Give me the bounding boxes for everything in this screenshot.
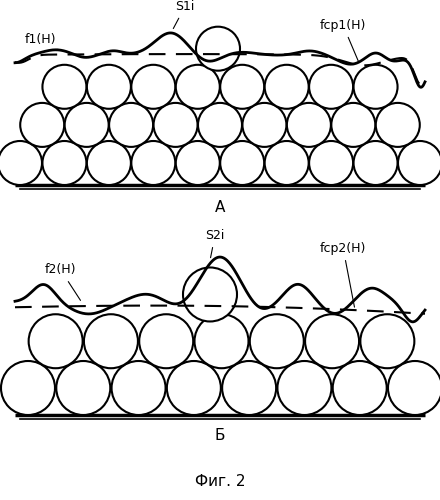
Circle shape (87, 141, 131, 185)
Circle shape (198, 103, 242, 147)
Circle shape (388, 361, 440, 415)
Circle shape (220, 141, 264, 185)
Circle shape (139, 314, 193, 368)
Circle shape (265, 141, 309, 185)
Circle shape (29, 314, 83, 368)
Circle shape (354, 65, 398, 109)
Circle shape (333, 361, 387, 415)
Circle shape (131, 65, 175, 109)
Circle shape (309, 65, 353, 109)
Circle shape (176, 141, 220, 185)
Text: fcp1(H): fcp1(H) (320, 19, 367, 62)
Circle shape (0, 141, 42, 185)
Circle shape (278, 361, 331, 415)
Circle shape (309, 141, 353, 185)
Circle shape (1, 361, 55, 415)
Circle shape (354, 141, 398, 185)
Text: Б: Б (215, 428, 225, 442)
Circle shape (250, 314, 304, 368)
Circle shape (398, 141, 440, 185)
Circle shape (109, 103, 153, 147)
Circle shape (183, 268, 237, 322)
Circle shape (331, 103, 375, 147)
Circle shape (194, 314, 249, 368)
Circle shape (20, 103, 64, 147)
Circle shape (112, 361, 165, 415)
Circle shape (84, 314, 138, 368)
Circle shape (360, 314, 414, 368)
Text: S1i: S1i (173, 0, 194, 28)
Circle shape (167, 361, 221, 415)
Circle shape (287, 103, 331, 147)
Circle shape (56, 361, 110, 415)
Circle shape (222, 361, 276, 415)
Text: S2i: S2i (205, 229, 225, 258)
Circle shape (176, 65, 220, 109)
Circle shape (154, 103, 198, 147)
Text: A: A (215, 200, 225, 214)
Text: fcp2(H): fcp2(H) (320, 242, 367, 307)
Circle shape (305, 314, 359, 368)
Circle shape (42, 141, 86, 185)
Circle shape (376, 103, 420, 147)
Circle shape (242, 103, 286, 147)
Text: f1(H): f1(H) (25, 34, 58, 50)
Circle shape (196, 26, 240, 70)
Circle shape (131, 141, 175, 185)
Circle shape (42, 65, 86, 109)
Circle shape (265, 65, 309, 109)
Text: f2(H): f2(H) (45, 264, 81, 300)
Circle shape (65, 103, 109, 147)
Text: Фиг. 2: Фиг. 2 (195, 474, 245, 490)
Circle shape (87, 65, 131, 109)
Circle shape (220, 65, 264, 109)
